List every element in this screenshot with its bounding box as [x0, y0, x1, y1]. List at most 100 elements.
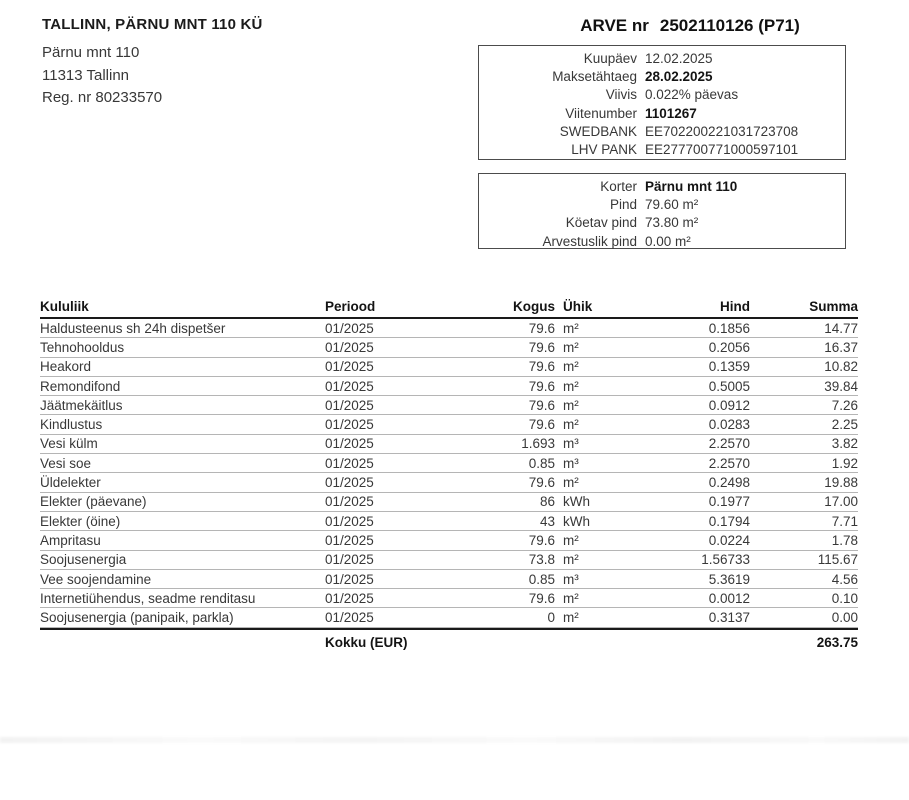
- cell-periood: 01/2025: [325, 532, 374, 548]
- property-details-rows: Korter Pärnu mnt 110 Pind 79.60 m² Köetav pi…: [479, 178, 835, 251]
- table-row: Kindlustus 01/2025 79.6 m² 0.0283 2.25: [40, 415, 858, 435]
- cell-summa: 1.92: [831, 455, 858, 471]
- payment-detail-label: Kuupäev: [583, 51, 637, 66]
- cell-kululiik: Haldusteenus sh 24h dispetšer: [40, 320, 226, 336]
- cell-summa: 4.56: [831, 571, 858, 587]
- property-detail-value: Pärnu mnt 110: [645, 179, 738, 194]
- payment-detail-value: 1101267: [645, 105, 697, 121]
- cell-kogus: 79.6: [528, 320, 555, 336]
- cell-uhik: m²: [563, 610, 579, 626]
- cell-hind: 2.2570: [708, 455, 750, 471]
- cell-uhik: m²: [563, 552, 579, 568]
- property-detail-label: Köetav pind: [565, 215, 637, 231]
- total-value: 263.75: [816, 634, 858, 650]
- cell-uhik: m²: [563, 532, 579, 548]
- payment-detail-row: Viivis 0.022% päevas: [479, 86, 835, 104]
- scan-artifact-band: [0, 737, 909, 743]
- cell-hind: 0.0224: [708, 532, 750, 548]
- cell-hind: 0.0012: [708, 590, 750, 606]
- cell-periood: 01/2025: [325, 571, 374, 587]
- cell-summa: 7.26: [831, 397, 858, 413]
- table-row: Ampritasu 01/2025 79.6 m² 0.0224 1.78: [40, 531, 858, 551]
- payment-detail-row: Kuupäev 12.02.2025: [479, 50, 835, 68]
- cell-periood: 01/2025: [325, 417, 374, 433]
- property-detail-value: 0.00 m²: [645, 233, 691, 249]
- seller-block: TALLINN, PÄRNU MNT 110 KÜ Pärnu mnt 110 …: [42, 16, 263, 110]
- payment-detail-value: 28.02.2025: [645, 69, 713, 85]
- cell-uhik: m³: [563, 571, 579, 587]
- cell-kogus: 79.6: [528, 359, 555, 375]
- cell-periood: 01/2025: [325, 475, 374, 491]
- cell-kululiik: Vesi külm: [40, 436, 98, 452]
- payment-detail-label: Maksetähtaeg: [552, 69, 637, 85]
- cell-hind: 0.3137: [708, 610, 750, 626]
- cell-uhik: m²: [563, 590, 579, 606]
- cell-uhik: m³: [563, 455, 579, 471]
- table-row: Elekter (öine) 01/2025 43 kWh 0.1794 7.71: [40, 512, 858, 532]
- cell-summa: 16.37: [824, 339, 858, 355]
- charges-table: Kululiik Periood Kogus Ühik Hind Summa H…: [40, 295, 858, 652]
- cell-kululiik: Tehnohooldus: [40, 339, 125, 355]
- seller-reg-number: Reg. nr 80233570: [42, 89, 163, 106]
- cell-uhik: m²: [563, 475, 579, 491]
- cell-kululiik: Heakord: [40, 359, 92, 375]
- invoice-title: ARVE nr 2502110126 (P71): [478, 16, 902, 36]
- cell-hind: 0.0912: [708, 397, 750, 413]
- cell-kogus: 79.6: [528, 590, 555, 606]
- cell-summa: 17.00: [824, 494, 858, 510]
- cell-hind: 0.1856: [708, 320, 750, 336]
- cell-summa: 7.71: [831, 513, 858, 529]
- cell-kogus: 79.6: [528, 532, 555, 548]
- cell-kogus: 0: [547, 610, 555, 626]
- table-row: Tehnohooldus 01/2025 79.6 m² 0.2056 16.37: [40, 338, 858, 358]
- cell-uhik: m²: [563, 378, 579, 394]
- table-row: Jäätmekäitlus 01/2025 79.6 m² 0.0912 7.26: [40, 396, 858, 416]
- cell-summa: 115.67: [817, 552, 858, 568]
- cell-periood: 01/2025: [325, 552, 374, 568]
- cell-kogus: 79.6: [528, 397, 555, 413]
- header-uhik: Ühik: [563, 299, 593, 314]
- cell-summa: 3.82: [831, 436, 858, 452]
- seller-address-street: Pärnu mnt 110: [42, 44, 140, 61]
- cell-uhik: m³: [563, 436, 579, 452]
- cell-uhik: kWh: [563, 494, 590, 510]
- property-detail-label: Arvestuslik pind: [542, 233, 637, 249]
- payment-detail-label: Viitenumber: [565, 105, 637, 121]
- table-row: Vee soojendamine 01/2025 0.85 m³ 5.3619 4.56: [40, 570, 858, 590]
- cell-hind: 0.2056: [708, 339, 750, 355]
- property-detail-row: Pind 79.60 m²: [479, 196, 835, 214]
- cell-hind: 1.56733: [701, 552, 750, 568]
- cell-kogus: 79.6: [528, 339, 555, 355]
- cell-uhik: m²: [563, 320, 579, 336]
- cell-kululiik: Elekter (öine): [40, 513, 121, 529]
- cell-periood: 01/2025: [325, 436, 374, 452]
- table-row: Internetiühendus, seadme renditasu 01/202…: [40, 589, 858, 609]
- cell-kogus: 73.8: [528, 552, 555, 568]
- property-detail-row: Arvestuslik pind 0.00 m²: [479, 233, 835, 251]
- cell-kululiik: Vesi soe: [40, 455, 92, 471]
- payment-detail-row: Viitenumber 1101267: [479, 105, 835, 123]
- payment-detail-value: EE277700771000597101: [645, 142, 799, 158]
- cell-kululiik: Vee soojendamine: [40, 571, 152, 587]
- total-label: Kokku (EUR): [325, 634, 408, 650]
- cell-kululiik: Ampritasu: [40, 532, 101, 548]
- cell-periood: 01/2025: [325, 455, 374, 471]
- cell-kogus: 79.6: [528, 475, 555, 491]
- cell-summa: 0.10: [831, 590, 858, 606]
- payment-details-box: Kuupäev 12.02.2025 Maksetähtaeg 28.02.2025 V…: [478, 45, 846, 160]
- cell-uhik: m²: [563, 339, 579, 355]
- payment-detail-row: Maksetähtaeg 28.02.2025: [479, 68, 835, 86]
- cell-periood: 01/2025: [325, 397, 374, 413]
- cell-kululiik: Soojusenergia (panipaik, parkla): [40, 610, 234, 626]
- header-kululiik: Kululiik: [40, 299, 89, 314]
- payment-details-rows: Kuupäev 12.02.2025 Maksetähtaeg 28.02.2025 V…: [479, 50, 835, 159]
- cell-uhik: m²: [563, 359, 579, 375]
- table-row: Üldelekter 01/2025 79.6 m² 0.2498 19.88: [40, 473, 858, 493]
- property-detail-value: 73.80 m²: [645, 215, 699, 231]
- payment-detail-label: SWEDBANK: [559, 123, 637, 139]
- cell-summa: 1.78: [831, 532, 858, 548]
- cell-periood: 01/2025: [325, 320, 374, 336]
- property-detail-value: 79.60 m²: [645, 197, 699, 213]
- cell-kogus: 0.85: [528, 455, 555, 471]
- cell-uhik: kWh: [563, 513, 590, 529]
